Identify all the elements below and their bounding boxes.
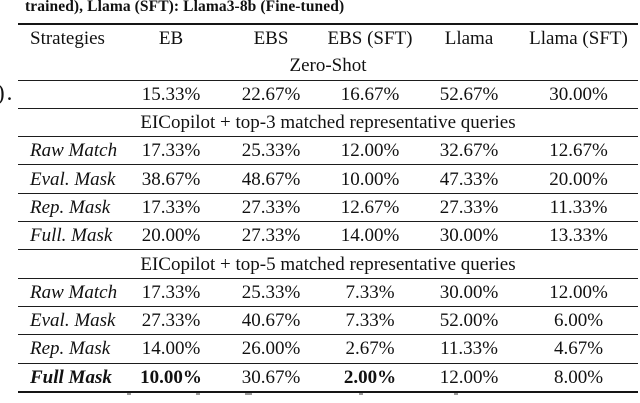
value-cell: 6.00% [553, 310, 604, 332]
value-cell: 40.67% [241, 310, 301, 332]
section-header-row: Zero-Shot [18, 52, 638, 80]
cutoff-text-mark [196, 393, 200, 395]
table-row: 15.33% 22.67% 16.67% 52.67% 30.00% [18, 80, 638, 108]
value-cell: 27.33% [141, 310, 201, 332]
strategy-label: Eval. Mask [30, 310, 116, 332]
results-table-head: Strategies EB EBS EBS (SFT) Llama Llama (SFT) [18, 24, 638, 52]
value-cell: 25.33% [241, 281, 301, 303]
table-row: Full Mask 10.00% 30.67% 2.00% 12.00% 8.00% [18, 363, 638, 392]
value-cell: 10.00% [140, 366, 202, 388]
value-cell: 14.00% [340, 225, 400, 247]
value-cell: 2.67% [345, 338, 395, 360]
value-cell: 12.00% [340, 140, 400, 162]
table-row: Raw Match 17.33% 25.33% 12.00% 32.67% 12.67% [18, 136, 638, 165]
column-header: Llama [444, 28, 494, 50]
value-cell: 30.00% [439, 225, 499, 247]
value-cell: 11.33% [549, 196, 608, 218]
table-row: Eval. Mask 27.33% 40.67% 7.33% 52.00% 6.00% [18, 306, 638, 334]
header-row: Strategies EB EBS EBS (SFT) Llama Llama (SFT) [18, 24, 638, 52]
value-cell: 27.33% [241, 196, 301, 218]
value-cell: 52.00% [439, 310, 499, 332]
value-cell: 25.33% [241, 140, 301, 162]
results-table-body: Zero-Shot 15.33% 22.67% 16.67% 52.67% 30.00% E… [18, 52, 638, 392]
cutoff-text-mark [454, 393, 458, 395]
value-cell: 12.67% [549, 140, 608, 162]
cutoff-text-mark [245, 393, 252, 395]
value-cell: 17.33% [141, 196, 201, 218]
value-cell: 30.00% [549, 83, 608, 105]
strategy-label: Raw Match [30, 140, 118, 162]
section-header-row: EICopilot + top-5 matched representative… [18, 249, 638, 278]
section-title: EICopilot + top-5 matched representative… [140, 253, 516, 275]
strategy-label: Rep. Mask [30, 338, 111, 360]
table-row: Full. Mask 20.00% 27.33% 14.00% 30.00% 13.33% [18, 221, 638, 250]
value-cell: 4.67% [553, 338, 604, 360]
value-cell: 12.00% [549, 281, 608, 303]
strategy-label: Raw Match [30, 281, 118, 303]
strategy-label: Rep. Mask [30, 196, 111, 218]
value-cell: 13.33% [549, 225, 608, 247]
value-cell: 15.33% [141, 83, 201, 105]
column-header: Llama (SFT) [529, 28, 628, 50]
cutoff-text-mark [359, 393, 363, 395]
value-cell: 12.67% [340, 196, 400, 218]
value-cell: 27.33% [241, 225, 301, 247]
section-title: Zero-Shot [289, 55, 367, 77]
value-cell: 22.67% [241, 83, 301, 105]
value-cell: 48.67% [241, 168, 301, 190]
table-row: Raw Match 17.33% 25.33% 7.33% 30.00% 12.00% [18, 278, 638, 306]
value-cell: 7.33% [345, 281, 395, 303]
cutoff-text-mark [127, 393, 131, 395]
value-cell: 11.33% [440, 338, 498, 360]
value-cell: 20.00% [141, 225, 201, 247]
column-header: Strategies [30, 28, 105, 50]
value-cell: 30.67% [241, 366, 301, 388]
table-row: Rep. Mask 14.00% 26.00% 2.67% 11.33% 4.67% [18, 334, 638, 363]
value-cell: 27.33% [439, 196, 499, 218]
value-cell: 17.33% [141, 281, 201, 303]
value-cell: 20.00% [549, 168, 608, 190]
value-cell: 52.67% [439, 83, 499, 105]
strategy-label: Full Mask [30, 366, 112, 388]
value-cell: 16.67% [340, 83, 400, 105]
value-cell: 30.00% [439, 281, 499, 303]
value-cell: 10.00% [340, 168, 400, 190]
section-title: EICopilot + top-3 matched representative… [140, 112, 516, 134]
value-cell: 17.33% [141, 140, 201, 162]
column-header: EBS [253, 28, 289, 50]
column-header: EB [158, 28, 184, 50]
left-margin-text-fragment: ). [0, 80, 15, 105]
column-header: EBS (SFT) [327, 28, 413, 50]
value-cell: 8.00% [553, 366, 604, 388]
value-cell: 12.00% [439, 366, 499, 388]
strategy-label: Full. Mask [30, 225, 113, 247]
table-row: Rep. Mask 17.33% 27.33% 12.67% 27.33% 11.33% [18, 193, 638, 221]
table-row: Eval. Mask 38.67% 48.67% 10.00% 47.33% 20.00% [18, 164, 638, 193]
results-table: Strategies EB EBS EBS (SFT) Llama Llama (SFT)… [18, 23, 638, 393]
value-cell: 32.67% [439, 140, 499, 162]
value-cell: 38.67% [141, 168, 201, 190]
value-cell: 2.00% [343, 366, 397, 388]
value-cell: 7.33% [345, 310, 395, 332]
strategy-label [18, 80, 121, 108]
value-cell: 47.33% [439, 168, 499, 190]
strategy-label: Eval. Mask [30, 168, 116, 190]
table-caption-fragment: trained), Llama (SFT): Llama3-8b (Fine-t… [25, 0, 345, 15]
value-cell: 26.00% [241, 338, 301, 360]
section-header-row: EICopilot + top-3 matched representative… [18, 108, 638, 136]
value-cell: 14.00% [141, 338, 201, 360]
